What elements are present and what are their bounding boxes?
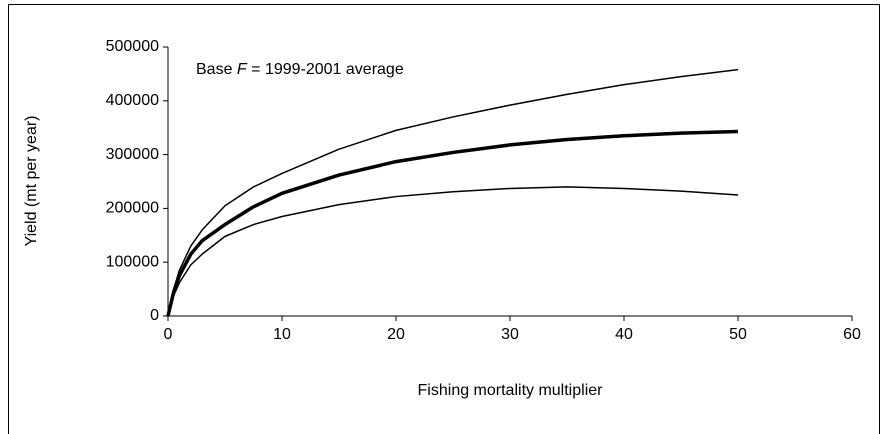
y-tick-label: 0 — [150, 307, 159, 324]
x-axis-label: Fishing mortality multiplier — [418, 382, 604, 399]
x-tick-label: 30 — [501, 326, 519, 343]
annotation-text: Base — [196, 61, 237, 78]
annotation-text: F — [237, 61, 248, 78]
y-tick-label: 300000 — [106, 146, 159, 163]
x-tick-label: 10 — [273, 326, 291, 343]
y-tick-label: 400000 — [106, 92, 159, 109]
y-tick-label: 500000 — [106, 38, 159, 55]
y-tick-label: 200000 — [106, 200, 159, 217]
series-line — [167, 68, 739, 317]
annotation-text: = 1999-2001 average — [247, 61, 404, 78]
annotation: Base F = 1999-2001 average — [196, 61, 404, 78]
series-line — [167, 186, 739, 317]
y-axis-label: Yield (mt per year) — [23, 116, 40, 247]
x-tick-label: 0 — [164, 326, 173, 343]
y-tick-label: 100000 — [106, 253, 159, 270]
x-tick-label: 60 — [843, 326, 861, 343]
x-tick-label: 50 — [729, 326, 747, 343]
x-tick-label: 40 — [615, 326, 633, 343]
series-line — [166, 129, 739, 317]
x-tick-label: 20 — [387, 326, 405, 343]
